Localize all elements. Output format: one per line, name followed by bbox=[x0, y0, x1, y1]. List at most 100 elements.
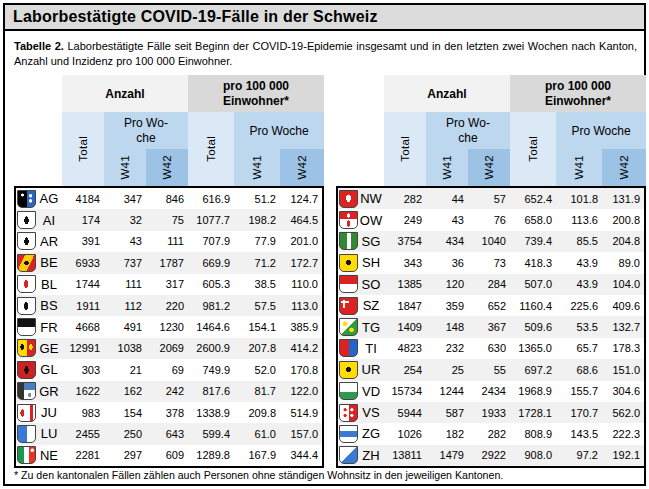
cell-w42: 69 bbox=[146, 364, 188, 376]
cell-w42: 55 bbox=[468, 364, 510, 376]
cell-w42-per100k: 200.8 bbox=[602, 214, 646, 226]
cell-w41-per100k: 43.9 bbox=[556, 257, 602, 269]
cell-w42: 220 bbox=[146, 300, 188, 312]
table-row: NE 2281 297 609 1289.8 167.9 344.4 bbox=[16, 445, 322, 466]
cell-total: 4184 bbox=[62, 193, 104, 205]
canton-code: AR bbox=[36, 234, 62, 249]
cell-total: 3754 bbox=[384, 235, 426, 247]
cell-w42: 1040 bbox=[468, 235, 510, 247]
title-bar: Laborbestätigte COVID-19-Fälle in der Sc… bbox=[5, 5, 644, 31]
cell-total-per100k: 749.9 bbox=[188, 364, 234, 376]
cell-w41-per100k: 38.5 bbox=[234, 278, 280, 290]
col-header-w41-per100k: W41 bbox=[234, 149, 280, 186]
col-header-w41-anzahl: W41 bbox=[426, 149, 468, 186]
canton-flag-icon bbox=[17, 446, 36, 464]
canton-flag-cell bbox=[16, 190, 36, 208]
cell-total-per100k: 1289.8 bbox=[188, 449, 234, 461]
cell-w42-per100k: 344.4 bbox=[280, 449, 324, 461]
col-header-w41-anzahl: W41 bbox=[104, 149, 146, 186]
table-row: ZG 1026 182 282 808.9 143.5 222.3 bbox=[338, 423, 644, 444]
canton-flag-cell bbox=[338, 297, 358, 315]
cell-w41: 1038 bbox=[104, 342, 146, 354]
caption-text: Laborbestätigte Fälle seit Beginn der CO… bbox=[14, 40, 637, 67]
canton-flag-icon bbox=[17, 425, 36, 443]
table-row: BL 1744 111 317 605.3 38.5 110.0 bbox=[16, 274, 322, 295]
cell-w42: 282 bbox=[468, 428, 510, 440]
cell-w42-per100k: 178.3 bbox=[602, 342, 646, 354]
canton-flag-cell bbox=[338, 211, 358, 229]
table-row: FR 4668 491 1230 1464.6 154.1 385.9 bbox=[16, 316, 322, 337]
canton-code: GL bbox=[36, 362, 62, 377]
canton-code: OW bbox=[358, 213, 384, 228]
cell-w42: 1787 bbox=[146, 257, 188, 269]
cell-w41-per100k: 52.0 bbox=[234, 364, 280, 376]
table-header-right: Anzahl pro 100 000 Einwohner* Total Pro … bbox=[336, 75, 646, 186]
cell-total-per100k: 697.2 bbox=[510, 364, 556, 376]
cell-total-per100k: 658.0 bbox=[510, 214, 556, 226]
group-header-anzahl: Anzahl bbox=[384, 75, 510, 112]
canton-code: BL bbox=[36, 277, 62, 292]
canton-flag-icon bbox=[339, 318, 358, 336]
canton-flag-cell bbox=[338, 446, 358, 464]
canton-code: LU bbox=[36, 426, 62, 441]
canton-flag-icon bbox=[339, 254, 358, 272]
cell-w41: 154 bbox=[104, 407, 146, 419]
cell-total-per100k: 1160.4 bbox=[510, 300, 556, 312]
canton-flag-cell bbox=[338, 275, 358, 293]
col-header-pro-woche-anzahl: Pro Wo- che bbox=[104, 112, 188, 149]
cell-w42: 2922 bbox=[468, 449, 510, 461]
canton-code: NW bbox=[358, 191, 384, 206]
cell-w42: 652 bbox=[468, 300, 510, 312]
cell-w42-per100k: 151.0 bbox=[602, 364, 646, 376]
cell-w42-per100k: 204.8 bbox=[602, 235, 646, 247]
cell-w42: 1230 bbox=[146, 321, 188, 333]
cell-total-per100k: 1338.9 bbox=[188, 407, 234, 419]
cell-w41: 120 bbox=[426, 278, 468, 290]
cell-w41: 359 bbox=[426, 300, 468, 312]
cell-w41: 112 bbox=[104, 300, 146, 312]
canton-code: UR bbox=[358, 362, 384, 377]
table-row: SZ 1847 359 652 1160.4 225.6 409.6 bbox=[338, 295, 644, 316]
col-header-total-per100k: Total bbox=[188, 112, 234, 186]
canton-flag-cell bbox=[16, 382, 36, 400]
canton-code: NE bbox=[36, 448, 62, 463]
canton-flag-cell bbox=[16, 404, 36, 422]
cell-w42: 846 bbox=[146, 193, 188, 205]
cell-w41-per100k: 143.5 bbox=[556, 428, 602, 440]
cell-w41-per100k: 198.2 bbox=[234, 214, 280, 226]
cell-w41: 44 bbox=[426, 193, 468, 205]
canton-code: TG bbox=[358, 320, 384, 335]
cell-w42-per100k: 192.1 bbox=[602, 449, 646, 461]
cell-total-per100k: 669.9 bbox=[188, 257, 234, 269]
cell-w41-per100k: 101.8 bbox=[556, 193, 602, 205]
cell-w41-per100k: 65.7 bbox=[556, 342, 602, 354]
cell-w41-per100k: 85.5 bbox=[556, 235, 602, 247]
cell-total: 1622 bbox=[62, 385, 104, 397]
cell-w42-per100k: 124.7 bbox=[280, 193, 324, 205]
cell-total-per100k: 652.4 bbox=[510, 193, 556, 205]
table-body-right: NW 282 44 57 652.4 101.8 131.9 OW 249 43… bbox=[336, 186, 646, 468]
cell-total: 2455 bbox=[62, 428, 104, 440]
cell-total-per100k: 1077.7 bbox=[188, 214, 234, 226]
canton-flag-icon bbox=[17, 297, 36, 315]
col-header-total-anzahl: Total bbox=[384, 112, 426, 186]
cell-w41-per100k: 154.1 bbox=[234, 321, 280, 333]
cell-total-per100k: 1968.9 bbox=[510, 385, 556, 397]
cell-total: 1026 bbox=[384, 428, 426, 440]
cell-total: 15734 bbox=[384, 385, 426, 397]
cell-total-per100k: 599.4 bbox=[188, 428, 234, 440]
canton-code: ZH bbox=[358, 448, 384, 463]
canton-flag-icon bbox=[17, 275, 36, 293]
cell-w41: 297 bbox=[104, 449, 146, 461]
canton-code: VS bbox=[358, 405, 384, 420]
cell-w41-per100k: 61.0 bbox=[234, 428, 280, 440]
cell-total-per100k: 1464.6 bbox=[188, 321, 234, 333]
cell-total: 13811 bbox=[384, 449, 426, 461]
cell-w42-per100k: 562.0 bbox=[602, 407, 646, 419]
cell-w41-per100k: 43.9 bbox=[556, 278, 602, 290]
canton-code: ZG bbox=[358, 426, 384, 441]
cell-w42-per100k: 409.6 bbox=[602, 300, 646, 312]
cell-total-per100k: 418.3 bbox=[510, 257, 556, 269]
footnote: * Zu den kantonalen Fällen zählen auch P… bbox=[14, 469, 637, 481]
cell-total: 282 bbox=[384, 193, 426, 205]
